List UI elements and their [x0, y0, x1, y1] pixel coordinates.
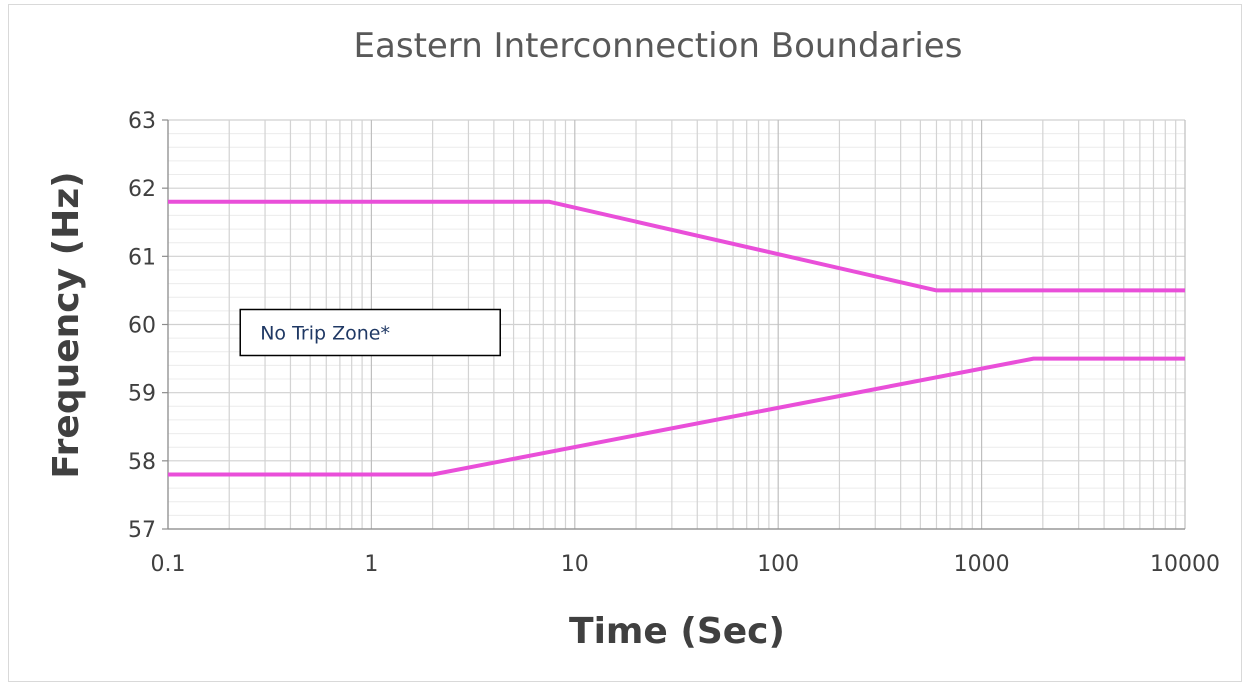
annotation-box — [239, 308, 501, 357]
chart-title: Eastern Interconnection Boundaries — [354, 26, 963, 66]
x-tick-label: 100 — [757, 552, 799, 577]
y-tick-label: 58 — [128, 450, 156, 475]
axis-layer: 57 58 59 60 61 62 63 0.1 1 10 100 1000 10000 — [128, 109, 1220, 577]
chart-frame — [8, 4, 1242, 682]
x-tick-label: 10000 — [1150, 552, 1220, 577]
x-tick-label: 1 — [364, 552, 378, 577]
y-tick-label: 60 — [128, 314, 156, 339]
y-tick-label: 59 — [128, 382, 156, 407]
y-tick-label: 61 — [128, 245, 156, 270]
x-tick-label: 0.1 — [151, 552, 186, 577]
annotation-text: No Trip Zone* — [260, 323, 390, 345]
upper-boundary-line — [168, 199, 1185, 293]
x-tick-label: 1000 — [954, 552, 1010, 577]
y-tick-label: 62 — [128, 177, 156, 202]
annotation-layer: No Trip Zone* — [239, 308, 501, 357]
x-tick-label: 10 — [561, 552, 589, 577]
y-tick-label: 63 — [128, 109, 156, 134]
lower-boundary-line — [168, 356, 1185, 477]
y-axis-label: Frequency (Hz) — [46, 171, 87, 478]
y-tick-label: 57 — [128, 518, 156, 543]
series-layer — [168, 199, 1185, 477]
x-axis-label: Time (Sec) — [569, 611, 785, 652]
